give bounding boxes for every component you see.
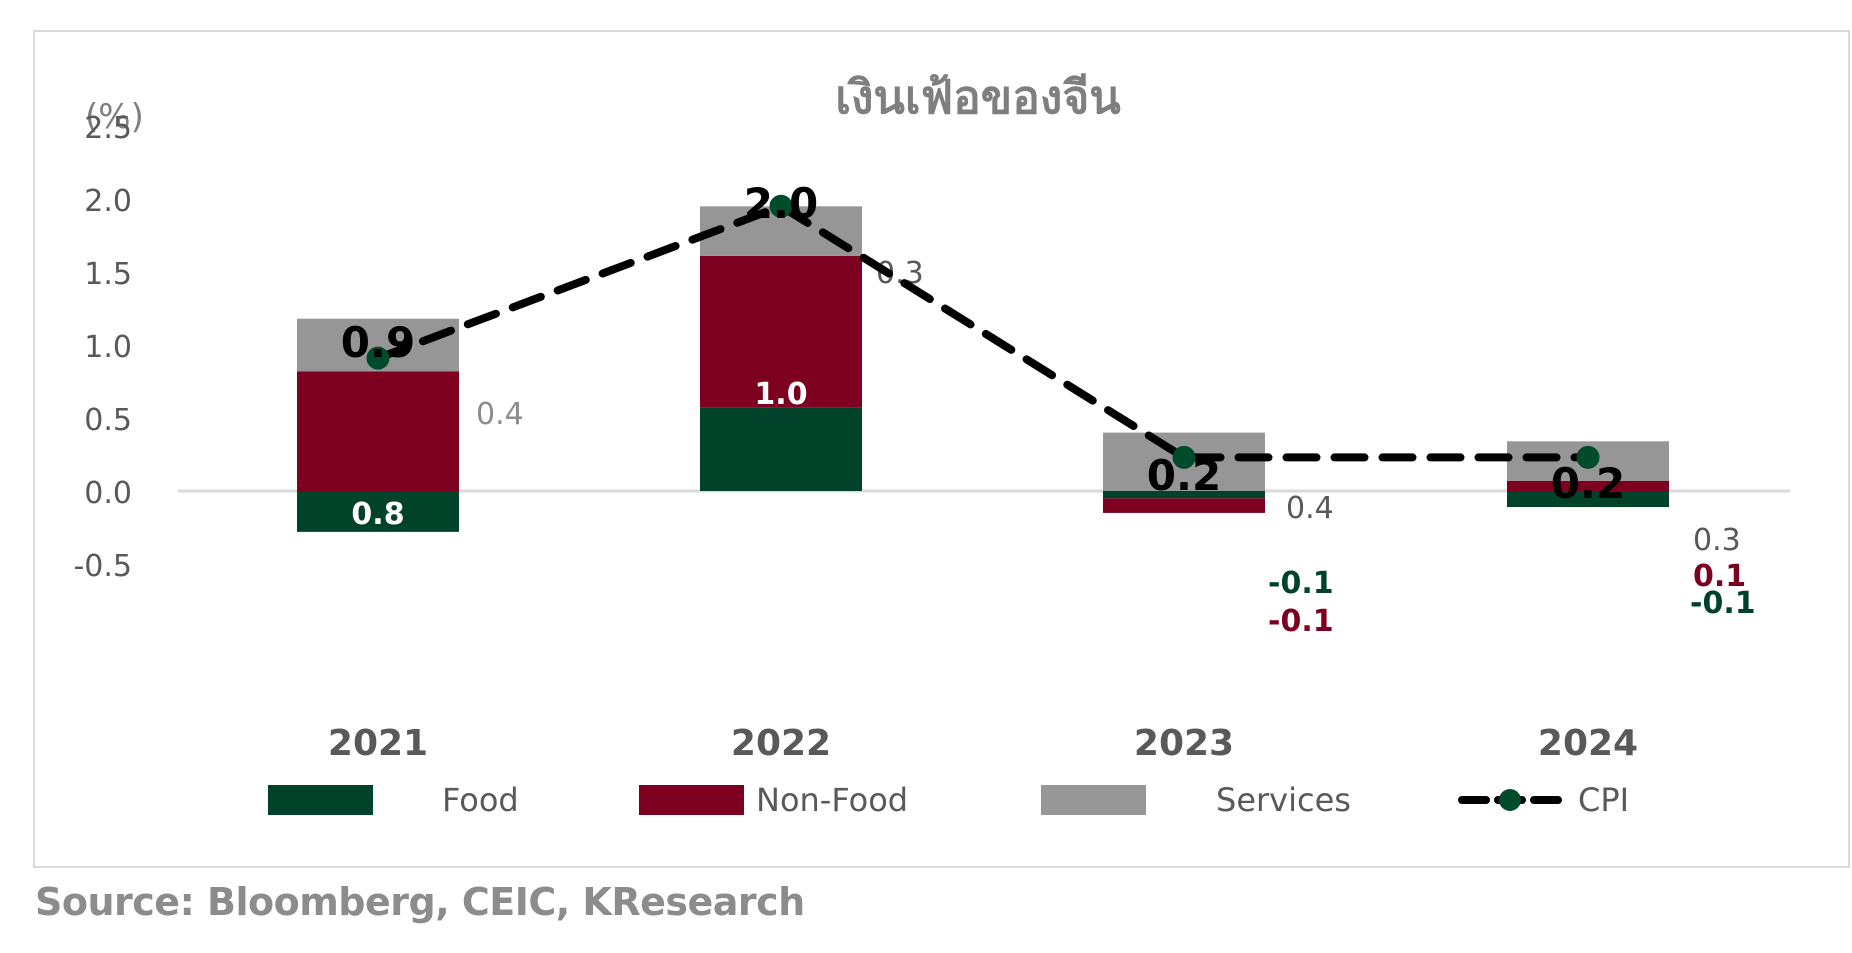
data-label-services-2023: 0.4 xyxy=(1286,491,1334,526)
bar-food-2022 xyxy=(700,407,862,491)
data-label-services-2024: 0.3 xyxy=(1693,523,1741,558)
chart-title: เงินเฟ้อของจีน xyxy=(835,70,1121,124)
y-axis-label: (%) xyxy=(85,97,144,137)
legend-label-cpi: CPI xyxy=(1578,781,1629,819)
cpi-marker-2023 xyxy=(1172,445,1196,469)
data-label-cpi-2023: 0.2 xyxy=(1147,451,1221,500)
cpi-marker-2022 xyxy=(769,194,793,218)
legend-swatch-services xyxy=(1041,785,1146,815)
bar-food-2021 xyxy=(297,491,459,532)
y-tick-label: -0.5 xyxy=(73,549,132,584)
x-tick-label: 2022 xyxy=(731,723,831,764)
data-label-food-2022: 0.6 xyxy=(754,517,807,552)
legend-label-food: Food xyxy=(442,781,519,819)
x-tick-label: 2023 xyxy=(1134,723,1234,764)
y-tick-label: 1.0 xyxy=(84,330,132,365)
y-tick-label: 0.0 xyxy=(84,476,132,511)
legend-label-services: Services xyxy=(1216,781,1351,819)
data-label-cpi-2024: 0.2 xyxy=(1551,459,1625,508)
bar-non-food-2021 xyxy=(297,371,459,491)
cpi-line xyxy=(374,201,1592,462)
data-label-non-food-2021: 0.8 xyxy=(351,497,404,532)
data-label-services-2021: 0.4 xyxy=(476,397,524,432)
bar-non-food-2023 xyxy=(1103,498,1265,513)
data-label-cpi-2021: 0.9 xyxy=(341,318,415,367)
bar-non-food-2024 xyxy=(1507,480,1669,491)
data-label-food-2021: -0.3 xyxy=(345,595,411,630)
y-tick-label: 1.5 xyxy=(84,257,132,292)
data-label-food-2023: -0.1 xyxy=(1268,566,1334,601)
bar-non-food-2022 xyxy=(700,255,862,408)
data-label-non-food-2024: 0.1 xyxy=(1693,559,1746,594)
data-label-food-2024: -0.1 xyxy=(1690,586,1756,621)
y-tick-label: 0.5 xyxy=(84,403,132,438)
y-tick-label: 2.5 xyxy=(84,111,132,146)
legend-label-non-food: Non-Food xyxy=(756,781,908,819)
legend-swatch-food xyxy=(268,785,373,815)
x-tick-label: 2021 xyxy=(328,723,428,764)
legend-swatch-non-food xyxy=(639,785,744,815)
source-note: Source: Bloomberg, CEIC, KResearch xyxy=(35,880,805,924)
data-label-non-food-2022: 1.0 xyxy=(754,377,807,412)
data-label-non-food-2023: -0.1 xyxy=(1268,604,1334,639)
cpi-marker-2024 xyxy=(1576,445,1600,469)
y-tick-label: 2.0 xyxy=(84,184,132,219)
cpi-marker-2021 xyxy=(366,346,390,370)
x-tick-label: 2024 xyxy=(1538,723,1638,764)
bar-food-2024 xyxy=(1507,491,1669,508)
data-label-cpi-2022: 2.0 xyxy=(744,179,818,228)
legend-swatch-cpi-marker xyxy=(1499,789,1521,811)
chart-canvas: เงินเฟ้อของจีน (%)2.5 2.0 1.5 1.0 0.5 0.0 -0.5 2… xyxy=(73,70,1790,819)
bar-food-2023 xyxy=(1103,491,1265,499)
